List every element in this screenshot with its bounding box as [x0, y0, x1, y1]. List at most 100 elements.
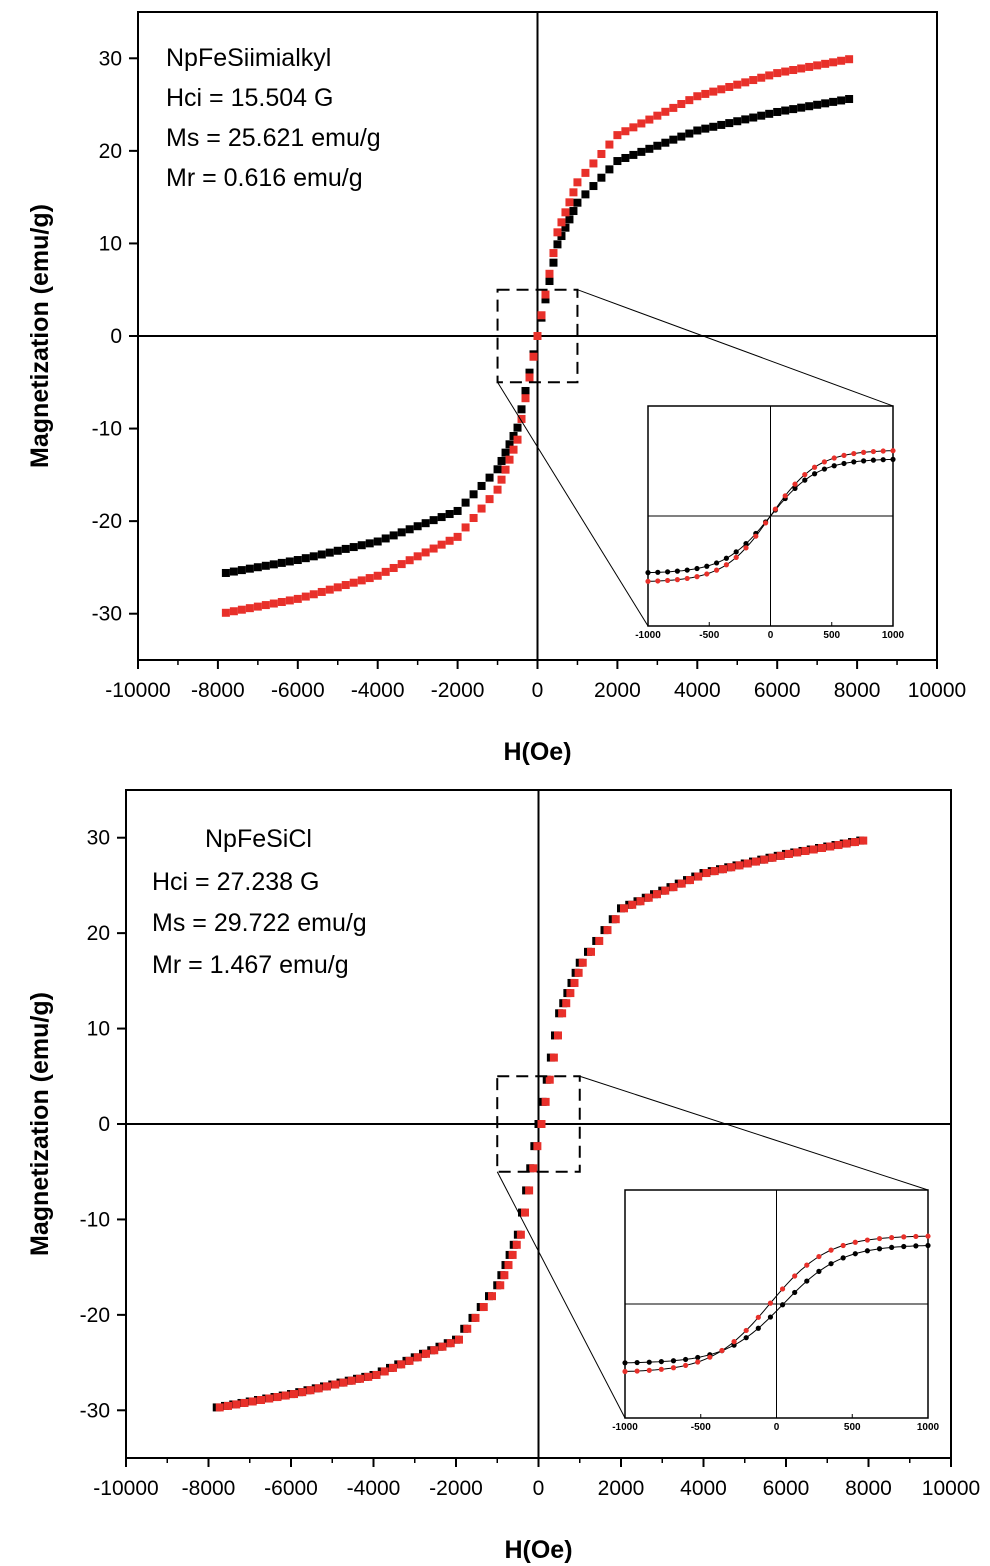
inset-data-point [792, 1290, 797, 1295]
data-point [581, 169, 589, 177]
data-point [246, 604, 254, 612]
data-point [334, 547, 342, 555]
data-point [733, 117, 741, 125]
inset-data-point [714, 568, 719, 573]
annotation-text: Mr = 0.616 emu/g [166, 164, 363, 192]
data-point [703, 869, 711, 877]
data-point [562, 999, 570, 1007]
inset-data-point [890, 448, 895, 453]
data-point [597, 150, 605, 158]
inset-data-point [861, 458, 866, 463]
data-point [629, 123, 637, 131]
data-point [364, 1373, 372, 1381]
inset-data-point [804, 1263, 809, 1268]
data-point [230, 607, 238, 615]
data-point [628, 901, 636, 909]
data-point [488, 1292, 496, 1300]
data-point [645, 894, 653, 902]
data-point [701, 125, 709, 133]
inset-data-point [828, 1261, 833, 1266]
inset-data-point [671, 1365, 676, 1370]
data-point [422, 548, 430, 556]
data-point [286, 596, 294, 604]
data-point [669, 136, 677, 144]
inset-data-point [675, 569, 680, 574]
data-point [294, 595, 302, 603]
data-point [238, 606, 246, 614]
data-point [522, 394, 530, 402]
y-tick-label: 0 [110, 325, 122, 348]
inset-data-point [743, 545, 748, 550]
inset-x-tick-label: 500 [844, 1422, 861, 1433]
inset-data-point [768, 1301, 773, 1306]
data-point [529, 1164, 537, 1172]
inset-data-point [832, 455, 837, 460]
inset-data-point [719, 1348, 724, 1353]
data-point [693, 126, 701, 134]
inset-data-point [877, 1236, 882, 1241]
data-point [773, 69, 781, 77]
inset-data-point [659, 1359, 664, 1364]
inset-data-point [913, 1243, 918, 1248]
data-point [538, 1120, 546, 1128]
inset-data-point [841, 1243, 846, 1248]
inset-data-point [913, 1234, 918, 1239]
inset-data-point [865, 1237, 870, 1242]
data-point [701, 90, 709, 98]
data-point [565, 198, 573, 206]
inset-x-tick-label: 1000 [882, 630, 905, 641]
data-point [334, 583, 342, 591]
data-point [513, 1241, 521, 1249]
data-point [500, 1271, 508, 1279]
data-point [813, 61, 821, 69]
data-point [257, 1396, 265, 1404]
data-point [669, 104, 677, 112]
data-point [605, 165, 613, 173]
data-point [486, 495, 494, 503]
data-point [558, 1009, 566, 1017]
data-point [514, 424, 522, 432]
inset-data-point [763, 520, 768, 525]
data-point [569, 188, 577, 196]
inset-data-point [744, 1335, 749, 1340]
inset-data-point [744, 1328, 749, 1333]
data-point [709, 88, 717, 96]
data-point [573, 199, 581, 207]
data-point [813, 101, 821, 109]
data-point [422, 519, 430, 527]
data-point [494, 486, 502, 494]
annotation-text: Ms = 25.621 emu/g [166, 124, 381, 152]
data-point [318, 550, 326, 558]
data-point [843, 840, 851, 848]
x-tick-label: -10000 [93, 1477, 158, 1500]
data-point [717, 121, 725, 129]
inset-data-point [685, 576, 690, 581]
data-point [310, 590, 318, 598]
inset-data-point [724, 562, 729, 567]
data-point [685, 96, 693, 104]
data-point [470, 490, 478, 498]
inset-data-point [802, 472, 807, 477]
data-point [553, 240, 561, 248]
data-point [298, 1388, 306, 1396]
data-point [826, 843, 834, 851]
data-point [278, 598, 286, 606]
data-point [262, 562, 270, 570]
data-point [569, 207, 577, 215]
inset-data-point [683, 1363, 688, 1368]
inset-data-point [694, 574, 699, 579]
inset-x-tick-label: -1000 [612, 1422, 638, 1433]
data-point [549, 249, 557, 257]
data-point [653, 112, 661, 120]
inset-data-point [645, 579, 650, 584]
data-point [326, 549, 334, 557]
data-point [757, 112, 765, 120]
data-point [542, 1098, 550, 1106]
zoom-connector-line [577, 290, 893, 406]
data-point [502, 449, 510, 457]
inset-data-point [881, 448, 886, 453]
x-tick-label: 4000 [674, 679, 721, 702]
data-point [725, 119, 733, 127]
data-point [789, 105, 797, 113]
data-point [829, 98, 837, 106]
